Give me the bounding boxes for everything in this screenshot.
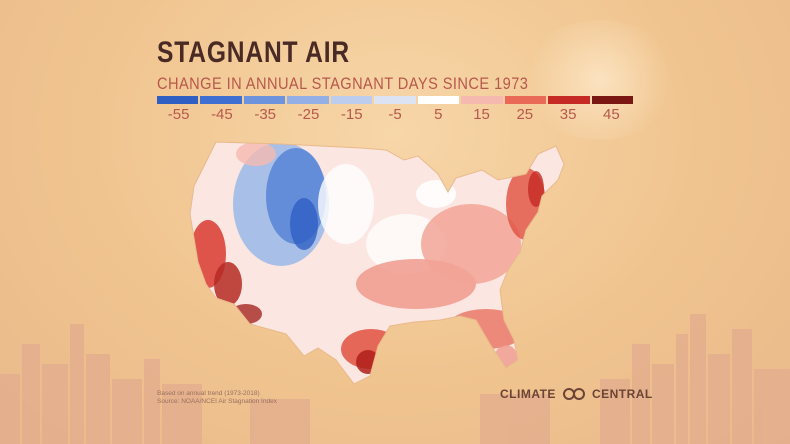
legend-color-swatch <box>548 96 590 104</box>
logo-word-central: CENTRAL <box>591 387 653 401</box>
legend-color-swatch <box>504 96 547 104</box>
legend-color-swatch <box>287 96 329 104</box>
legend-tick-label: 25 <box>516 106 534 123</box>
legend-tick-label: -5 <box>388 106 402 123</box>
us-stagnation-map <box>189 141 565 385</box>
legend-tick-label: 45 <box>603 106 620 123</box>
legend-color-swatch <box>374 96 416 104</box>
legend-tick-labels: -55 -45 -35 -25 -15 -5 5 15 25 35 45 <box>157 106 633 126</box>
legend-tick-label: -35 <box>254 106 277 123</box>
legend-tick-label: 35 <box>559 106 577 123</box>
legend-tick-label: -55 <box>167 106 190 123</box>
source-line-noaa: Source: NOAA/NCEI Air Stagnation Index <box>157 398 277 405</box>
climate-central-logo: CLIMATE CENTRAL <box>500 387 653 401</box>
legend-color-swatch <box>243 96 286 104</box>
legend-tick-label: 5 <box>434 106 443 123</box>
city-skyline-silhouette <box>0 314 790 444</box>
sun-haze <box>520 20 680 140</box>
legend-color-swatch <box>591 96 633 104</box>
legend-color-swatch <box>157 96 199 104</box>
legend-tick-label: -25 <box>297 106 320 123</box>
legend-tick-label: 15 <box>473 106 490 123</box>
legend-color-swatch <box>200 96 242 104</box>
source-line-trend: Based on annual trend (1973-2018) <box>157 390 260 397</box>
legend-tick-label: -45 <box>211 106 233 123</box>
color-scale-legend <box>157 96 633 104</box>
legend-color-swatch <box>461 96 503 104</box>
legend-color-swatch <box>330 96 373 104</box>
source-note: Based on annual trend (1973-2018) Source… <box>157 390 277 406</box>
infinity-logo-icon <box>562 388 585 400</box>
chart-subtitle: CHANGE IN ANNUAL STAGNANT DAYS SINCE 197… <box>157 74 529 93</box>
chart-title: STAGNANT AIR <box>157 36 350 69</box>
legend-color-swatch <box>417 96 460 104</box>
legend-tick-label: -15 <box>340 106 363 123</box>
logo-word-climate: CLIMATE <box>500 387 556 401</box>
